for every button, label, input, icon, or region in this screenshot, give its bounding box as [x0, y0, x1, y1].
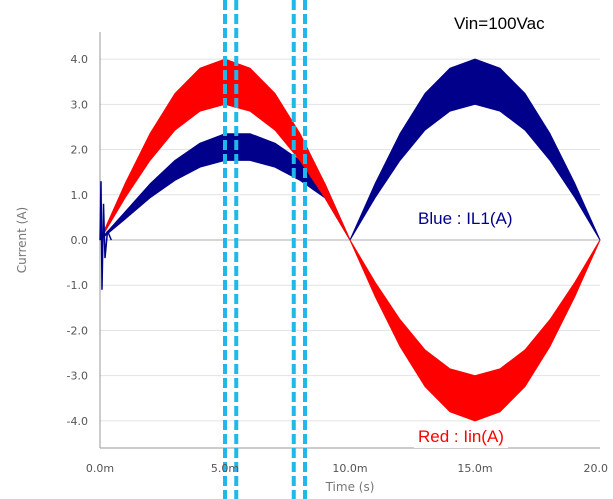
blue-series-label: Blue : IL1(A) [418, 209, 513, 228]
y-tick-label: -3.0 [67, 370, 88, 383]
y-tick-label: 1.0 [71, 189, 89, 202]
x-tick-label: 10.0m [332, 462, 367, 475]
y-tick-label: 3.0 [71, 98, 89, 111]
tick-labels: 4.0 3.0 2.0 1.0 0.0 -1.0 -2.0 -3.0 -4.0 0.0m 5.0m 1… [67, 53, 608, 475]
x-tick-label: 5.0m [211, 462, 239, 475]
y-tick-label: 2.0 [71, 144, 89, 157]
y-tick-label: 0.0 [71, 234, 89, 247]
red-series-label: Red : Iin(A) [418, 427, 504, 446]
vin-annotation-background [450, 12, 550, 35]
y-axis-title: Current (A) [15, 207, 29, 273]
series-layer [99, 58, 601, 422]
y-tick-label: -1.0 [67, 279, 88, 292]
x-tick-label: 15.0m [457, 462, 492, 475]
blue-series-label-background [414, 207, 517, 230]
x-axis-title: Time (s) [325, 480, 375, 494]
marker-layer [223, 0, 307, 499]
red-series-label-background [414, 425, 508, 448]
y-tick-label: 4.0 [71, 53, 89, 66]
vin-annotation: Vin=100Vac [454, 14, 545, 33]
series-band-iin [99, 58, 601, 422]
y-tick-label: -4.0 [67, 415, 88, 428]
x-tick-label: 20.0 [584, 462, 609, 475]
x-tick-label: 0.0m [86, 462, 114, 475]
y-tick-label: -2.0 [67, 324, 88, 337]
il1-startup-transient [99, 181, 112, 290]
